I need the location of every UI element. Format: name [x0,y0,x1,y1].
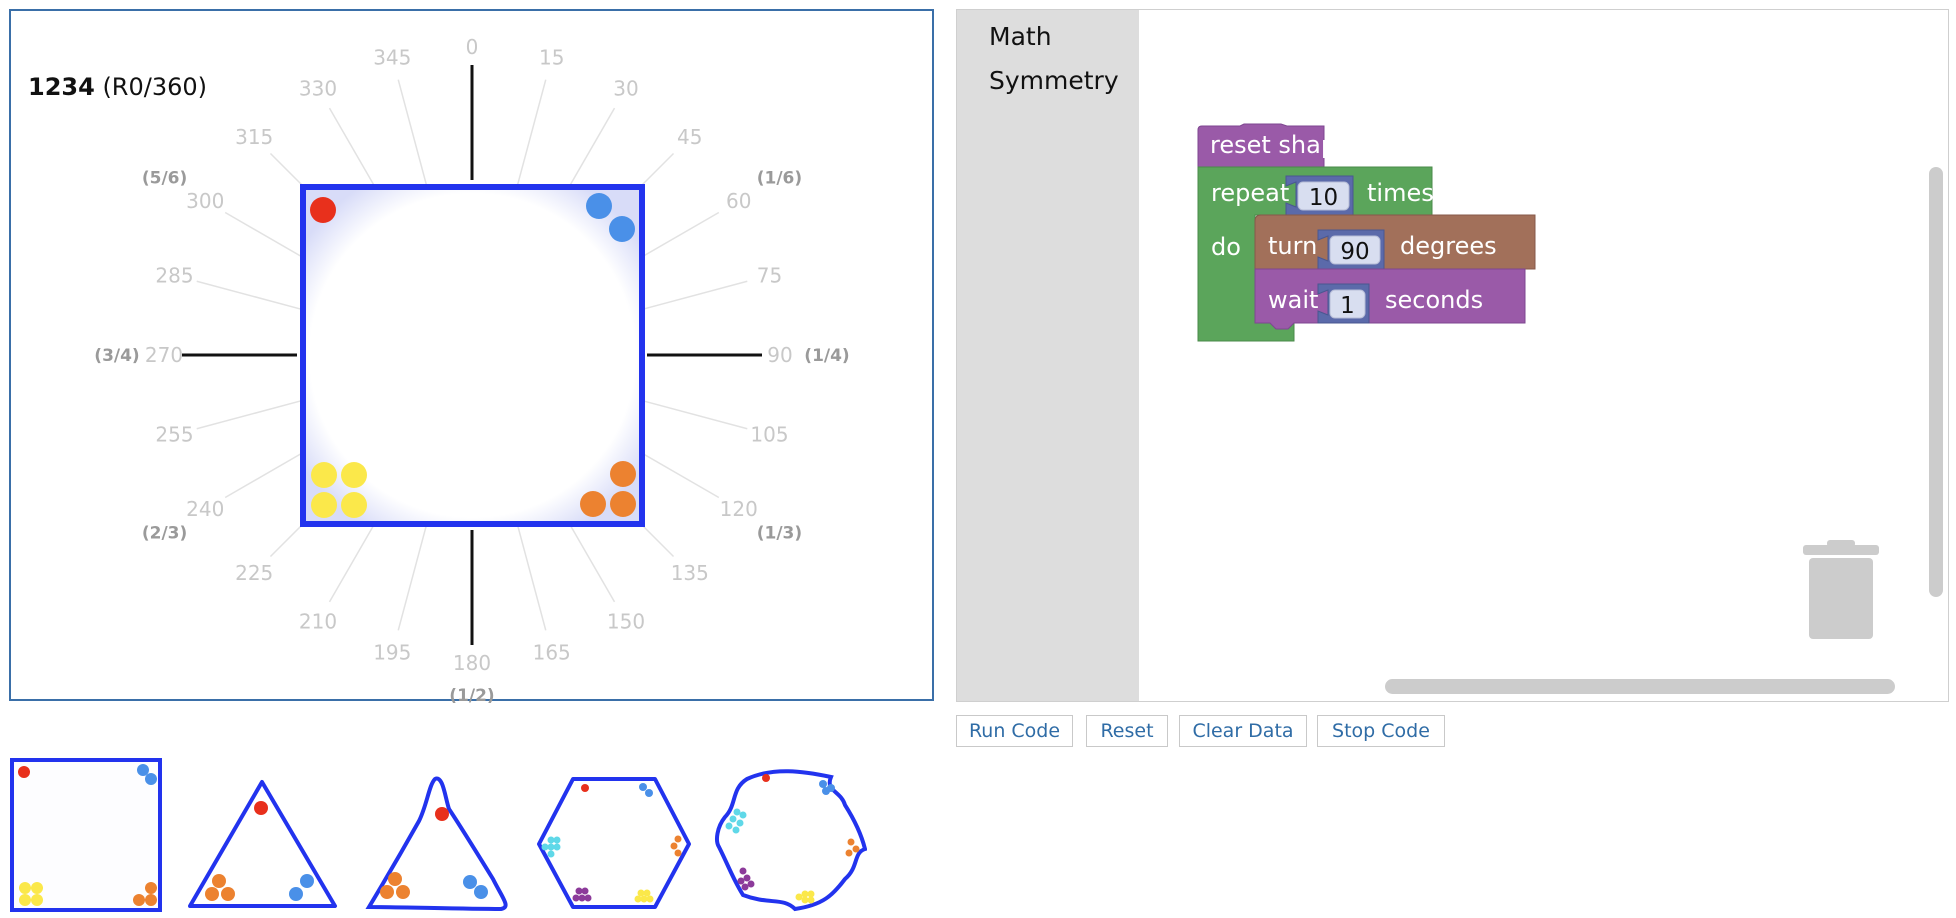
angle-label: 45 [677,125,702,149]
turn-label: turn [1268,232,1317,260]
wait-time-value: 1 [1340,293,1355,319]
thumbnail-square[interactable] [9,757,163,913]
angle-label: 330 [299,76,337,100]
angle-label: 105 [750,423,788,447]
angle-label: 90 [767,343,792,367]
red-dot [310,197,336,223]
fraction-label: (1/4) [804,346,849,366]
fraction-label: (2/3) [142,524,187,544]
repeat-count-value: 10 [1309,185,1338,211]
yellow-dot [311,462,337,488]
angle-tick [196,280,304,311]
stop-code-button[interactable]: Stop Code [1317,715,1445,747]
vertical-scrollbar[interactable] [1929,167,1943,597]
angle-label: 60 [726,189,751,213]
turn-angle-field[interactable] [1329,235,1381,265]
thumbnail-wavy-hexagon[interactable] [713,757,867,913]
angle-label: 0 [466,35,479,59]
fraction-label: (3/4) [94,346,139,366]
reset-shape-block[interactable]: reset shape [1197,123,1351,168]
angle-tick [196,399,304,430]
category-math[interactable]: Math [989,22,1052,51]
wait-block[interactable]: wait 1 seconds [1254,268,1526,330]
angle-label: 255 [155,423,193,447]
reset-button[interactable]: Reset [1086,715,1168,747]
repeat-count-field[interactable] [1297,181,1350,211]
angle-label: 75 [757,263,782,287]
rotation-readout: (R0/360) [102,73,208,101]
seconds-label: seconds [1385,286,1483,314]
times-label: times [1367,179,1434,207]
angle-tick [640,399,748,430]
turn-angle-value: 90 [1340,239,1369,265]
angle-tick [640,280,748,311]
turn-block[interactable]: turn 90 degrees [1254,214,1536,270]
thumbnail-skewed-triangle[interactable] [361,757,515,913]
shape-identifier: 1234 (R0/360) [28,73,207,101]
run-code-button[interactable]: Run Code [956,715,1073,747]
angle-label: 15 [539,45,564,69]
angle-tick [397,523,428,631]
blue-dot [586,193,612,219]
clear-data-button[interactable]: Clear Data [1179,715,1307,747]
fraction-label: (1/2) [449,686,494,703]
angle-label: 345 [373,45,411,69]
angle-tick [516,79,547,187]
reset-shape-label: reset shape [1210,131,1351,159]
shape-number: 1234 [28,73,95,101]
angle-label: 210 [299,610,337,634]
toolbox: Math Symmetry [957,10,1139,701]
angle-label: 165 [533,641,571,665]
trash-icon[interactable] [1803,540,1879,639]
horizontal-scrollbar[interactable] [1385,679,1895,694]
angle-label: 240 [186,497,224,521]
angle-label: 270 [145,343,183,367]
angle-label: 195 [373,641,411,665]
yellow-dot [341,462,367,488]
wait-label: wait [1268,286,1318,314]
repeat-label: repeat [1211,179,1289,207]
category-symmetry[interactable]: Symmetry [989,66,1119,95]
thumbnail-hexagon[interactable] [537,757,691,913]
do-label: do [1211,233,1241,261]
shape-stage: 0 15 30 45 60 75 90 105 120 135 150 165 180 195 210 225… [9,9,934,703]
orange-dot [580,491,606,517]
angle-label: 120 [720,497,758,521]
orange-dot [610,461,636,487]
yellow-dot [311,492,337,518]
angle-label: 300 [186,189,224,213]
repeat-block[interactable]: repeat 10 times do [1197,166,1434,342]
block-canvas: reset shape repeat 10 times do turn 90 d… [1197,123,1943,694]
fraction-label: (1/3) [757,524,802,544]
angle-label: 225 [235,561,273,585]
angle-label: 285 [155,263,193,287]
orange-dot [610,491,636,517]
yellow-dot [341,492,367,518]
thumbnail-triangle[interactable] [185,757,339,913]
blocks-workspace[interactable]: Math Symmetry reset shape repeat 10 time… [956,9,1949,702]
angle-label: 150 [607,610,645,634]
fraction-label: (1/6) [757,169,802,189]
angle-tick [397,79,428,187]
angle-tick [516,523,547,631]
fraction-label: (5/6) [142,169,187,189]
wait-time-field[interactable] [1329,289,1366,319]
degrees-label: degrees [1400,232,1497,260]
blue-dot [609,216,635,242]
rotation-dial: 0 15 30 45 60 75 90 105 120 135 150 165 180 195 210 225… [94,35,849,703]
angle-label: 30 [613,76,638,100]
angle-label: 135 [671,561,709,585]
angle-label: 180 [453,651,491,675]
angle-label: 315 [235,125,273,149]
